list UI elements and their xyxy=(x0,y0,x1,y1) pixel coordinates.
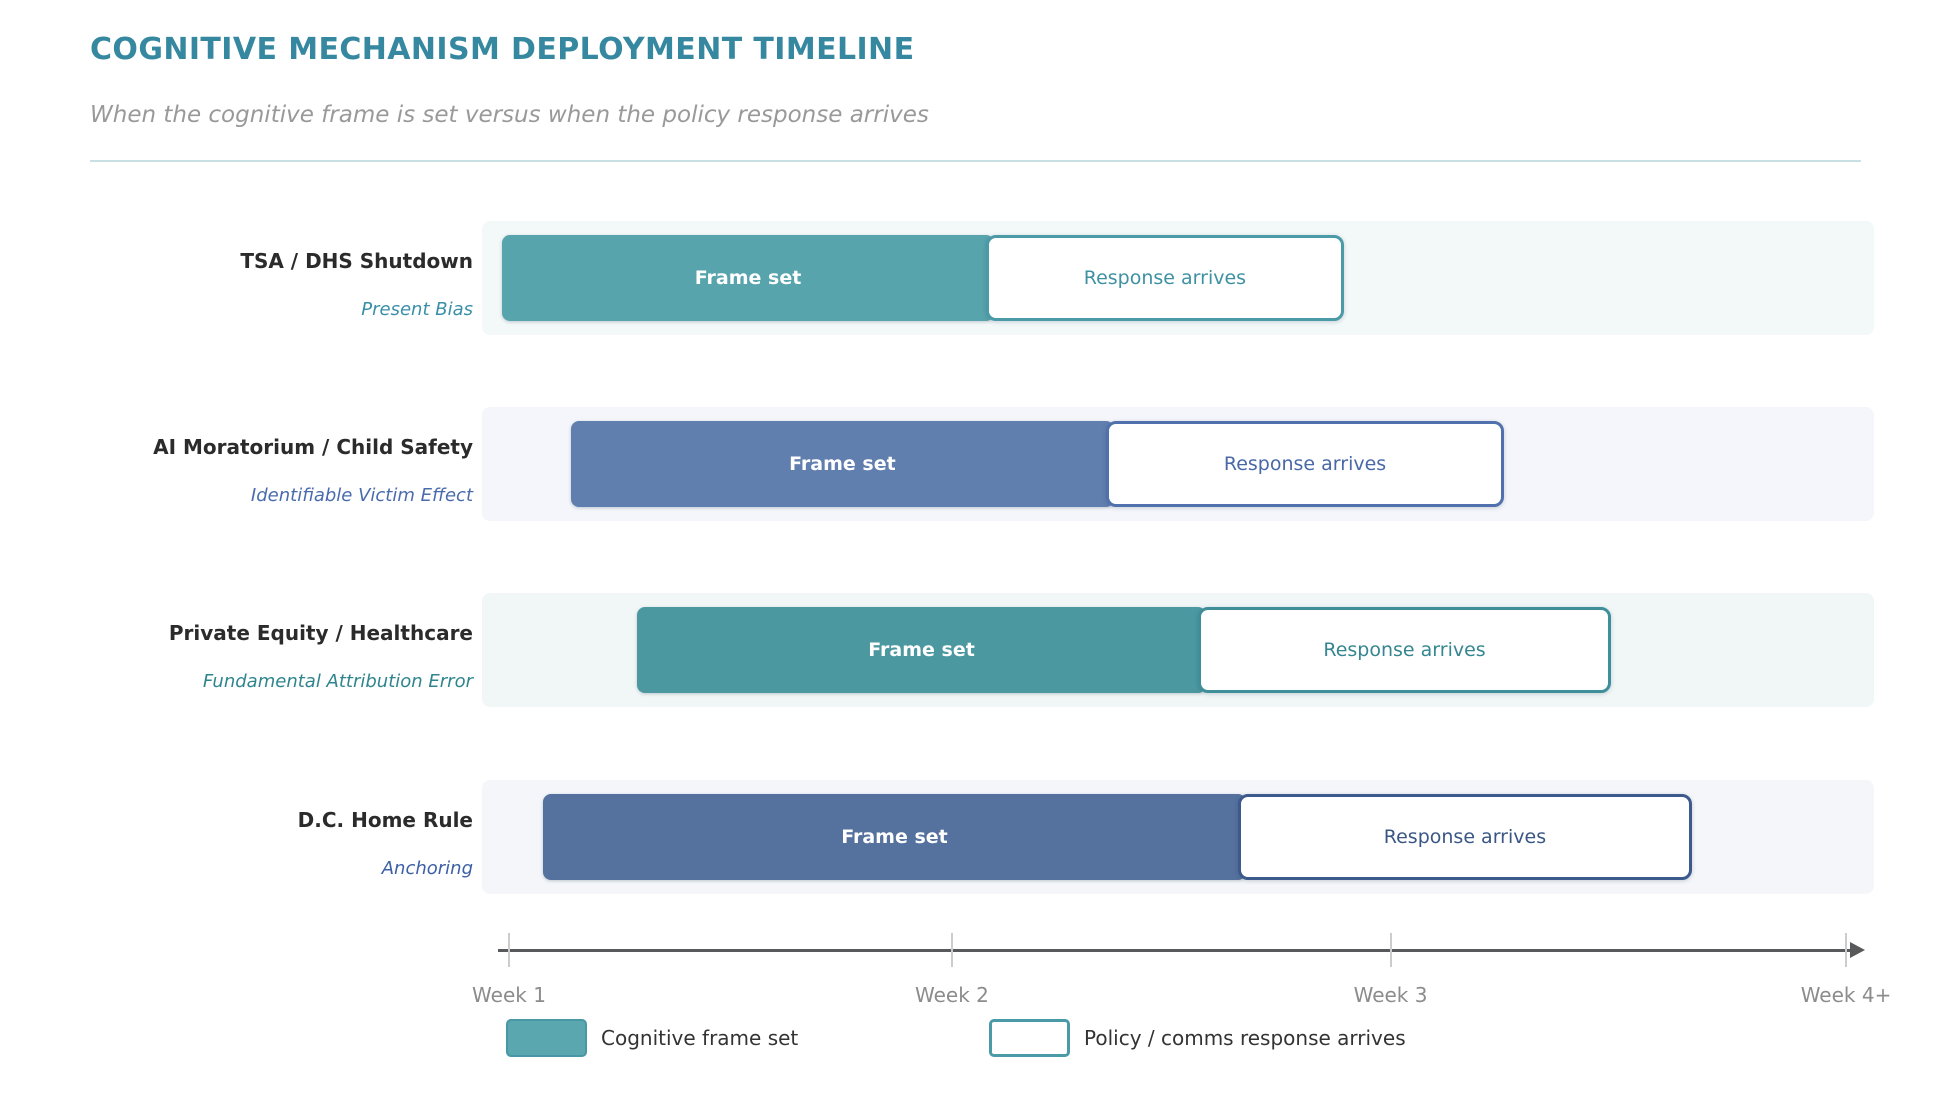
timeline-track: Frame set Response arrives xyxy=(482,221,1874,335)
row-label-block: TSA / DHS Shutdown Present Bias xyxy=(60,221,473,335)
response-arrives-box: Response arrives xyxy=(1106,421,1504,507)
legend-swatch-filled xyxy=(506,1019,587,1057)
axis-arrowhead-icon xyxy=(1850,942,1865,958)
row-title: D.C. Home Rule xyxy=(297,808,473,832)
response-arrives-label: Response arrives xyxy=(1383,826,1547,848)
tick-label: Week 2 xyxy=(914,983,989,1007)
frame-set-bar: Frame set xyxy=(502,235,995,321)
tick-label: Week 3 xyxy=(1353,983,1428,1007)
tick-label: Week 4+ xyxy=(1800,983,1892,1007)
frame-set-bar: Frame set xyxy=(570,421,1114,507)
header-divider xyxy=(90,160,1861,162)
frame-set-bar: Frame set xyxy=(637,607,1207,693)
response-arrives-box: Response arrives xyxy=(1198,607,1612,693)
timeline-row: TSA / DHS Shutdown Present Bias Frame se… xyxy=(0,221,1950,335)
legend-label: Policy / comms response arrives xyxy=(1084,1026,1406,1050)
row-mechanism: Anchoring xyxy=(381,858,473,879)
timeline-row: AI Moratorium / Child Safety Identifiabl… xyxy=(0,407,1950,521)
row-title: AI Moratorium / Child Safety xyxy=(153,435,473,459)
row-mechanism: Identifiable Victim Effect xyxy=(250,485,473,506)
response-arrives-box: Response arrives xyxy=(985,235,1344,321)
row-label-block: Private Equity / Healthcare Fundamental … xyxy=(60,593,473,707)
timeline-row: D.C. Home Rule Anchoring Frame set Respo… xyxy=(0,780,1950,894)
row-label-block: AI Moratorium / Child Safety Identifiabl… xyxy=(60,407,473,521)
legend-label: Cognitive frame set xyxy=(601,1026,799,1050)
frame-set-label: Frame set xyxy=(841,826,948,848)
tick-mark xyxy=(1389,933,1392,967)
response-arrives-label: Response arrives xyxy=(1223,453,1387,475)
row-mechanism: Fundamental Attribution Error xyxy=(202,671,473,692)
page-subtitle: When the cognitive frame is set versus w… xyxy=(90,102,929,128)
legend-swatch-outlined xyxy=(989,1019,1070,1057)
frame-set-label: Frame set xyxy=(789,453,896,475)
frame-set-label: Frame set xyxy=(694,267,802,289)
response-arrives-label: Response arrives xyxy=(1083,267,1247,289)
row-label-block: D.C. Home Rule Anchoring xyxy=(60,780,473,894)
row-title: Private Equity / Healthcare xyxy=(168,621,473,645)
tick-label: Week 1 xyxy=(472,983,546,1007)
tick-mark xyxy=(950,933,953,967)
frame-set-label: Frame set xyxy=(868,639,975,661)
time-axis-line xyxy=(498,949,1852,952)
timeline-track: Frame set Response arrives xyxy=(482,780,1874,894)
frame-set-bar: Frame set xyxy=(542,794,1246,880)
timeline-track: Frame set Response arrives xyxy=(482,593,1874,707)
response-arrives-box: Response arrives xyxy=(1237,794,1692,880)
timeline-row: Private Equity / Healthcare Fundamental … xyxy=(0,593,1950,707)
page-title: COGNITIVE MECHANISM DEPLOYMENT TIMELINE xyxy=(90,32,915,67)
tick-mark xyxy=(1845,933,1848,967)
tick-mark xyxy=(508,933,510,967)
row-title: TSA / DHS Shutdown xyxy=(240,249,473,273)
response-arrives-label: Response arrives xyxy=(1323,639,1486,661)
row-mechanism: Present Bias xyxy=(361,299,473,320)
timeline-track: Frame set Response arrives xyxy=(482,407,1874,521)
